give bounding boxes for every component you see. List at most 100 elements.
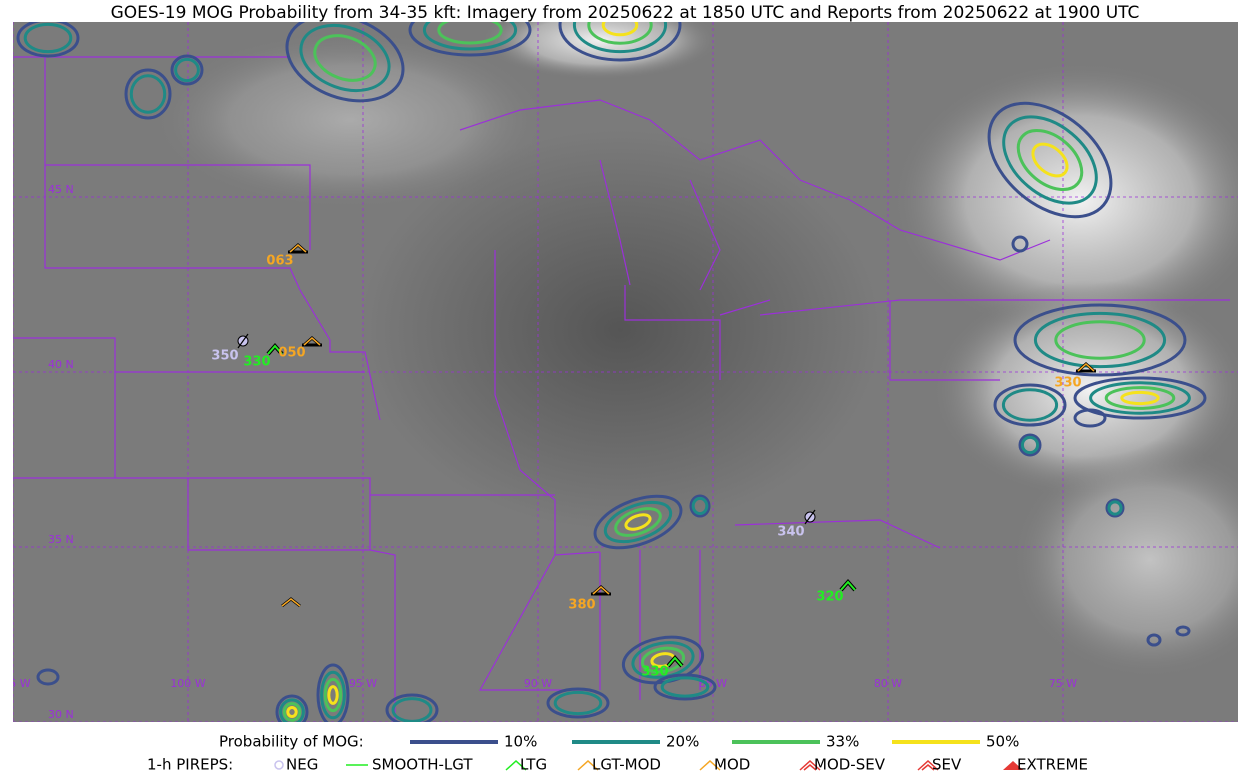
contour — [1146, 633, 1162, 647]
dry-area — [360, 130, 880, 530]
lon-label: 95 W — [349, 677, 377, 690]
pirep-icon — [237, 333, 249, 349]
legend-label: LTG — [520, 756, 547, 774]
cloud — [890, 60, 1238, 340]
contour — [385, 693, 439, 722]
lon-label: 100 W — [170, 677, 205, 690]
contour — [1105, 498, 1125, 518]
contour — [587, 22, 653, 45]
contour — [993, 383, 1067, 427]
pirep-icon — [840, 580, 856, 591]
legend-icon — [577, 759, 599, 771]
legend-icon — [505, 759, 527, 771]
contour — [170, 54, 204, 86]
contour — [16, 22, 80, 58]
borders — [13, 56, 1230, 722]
legend-label: MOD — [714, 756, 750, 774]
legend-label: 33% — [826, 733, 859, 751]
legend-label: 20% — [666, 733, 699, 751]
pirep-icon — [1077, 363, 1095, 372]
contour — [36, 668, 60, 686]
contour — [1011, 235, 1029, 253]
pirep-icon — [804, 509, 816, 525]
contour — [1018, 433, 1042, 457]
contour — [1120, 390, 1160, 406]
pirep-label: 320 — [816, 590, 843, 605]
contour — [691, 496, 709, 516]
pirep-icon — [267, 344, 283, 355]
lat-label: 30 N — [48, 708, 74, 721]
pirep-icon — [303, 337, 321, 346]
cloud — [1010, 440, 1238, 680]
contour — [1031, 142, 1069, 178]
contour — [987, 101, 1113, 219]
contour — [282, 702, 302, 722]
pirep-label: 330 — [243, 355, 270, 370]
pirep-label: 330 — [1054, 376, 1081, 391]
legend-label: SMOOTH-LGT — [372, 756, 473, 774]
pirep-icon — [281, 598, 301, 607]
pirep-icon — [667, 656, 683, 667]
contour — [1073, 408, 1107, 428]
legend-label: 50% — [986, 733, 1019, 751]
contour — [275, 694, 309, 722]
contour — [593, 494, 683, 550]
pirep-label: 380 — [568, 598, 595, 613]
contour — [285, 22, 405, 103]
legend: Probability of MOG: 1-h PIREPS: 10% 20% 33… — [147, 733, 1088, 774]
contour — [1107, 500, 1123, 516]
contour — [279, 698, 305, 722]
contour — [437, 22, 503, 45]
contour — [422, 22, 518, 51]
contour — [614, 507, 662, 537]
contour — [603, 500, 673, 544]
legend-label: MOD-SEV — [814, 756, 886, 774]
pirep-label: 340 — [777, 525, 804, 540]
contour — [1033, 311, 1167, 369]
contour — [553, 690, 603, 716]
contour — [1175, 625, 1191, 637]
contour — [572, 22, 668, 54]
contour — [124, 68, 172, 120]
contour — [1016, 129, 1084, 191]
contour — [640, 646, 686, 674]
lon-label: 75 W — [1049, 677, 1077, 690]
lat-label: 35 N — [48, 533, 74, 546]
legend-icon — [1003, 761, 1023, 770]
contour — [23, 22, 73, 54]
pirep-icon — [592, 586, 610, 595]
legend-label: EXTREME — [1017, 756, 1088, 774]
contour — [320, 670, 346, 720]
contour — [653, 673, 717, 701]
legend-icon — [917, 759, 939, 771]
contour — [174, 57, 200, 83]
legend-label: LGT-MOD — [592, 756, 661, 774]
legend-title: 1-h PIREPS: — [147, 756, 233, 774]
pirep-label: 050 — [278, 346, 305, 361]
contour — [1020, 435, 1040, 455]
lon-label: 90 W — [524, 677, 552, 690]
contour — [408, 22, 532, 57]
contour — [391, 697, 433, 722]
contour — [1001, 388, 1059, 422]
lon-label: 80 W — [874, 677, 902, 690]
contour — [1089, 381, 1191, 415]
contour — [1073, 376, 1207, 420]
legend-icon — [274, 760, 284, 770]
contour — [1054, 320, 1146, 360]
contour — [1013, 303, 1187, 377]
lat-label: 45 N — [48, 183, 74, 196]
contour — [1104, 386, 1176, 410]
lon-label: 105 W — [0, 677, 31, 690]
pirep-label: 330 — [641, 665, 668, 680]
contour — [601, 22, 639, 37]
contour — [327, 685, 339, 705]
contour — [1002, 115, 1098, 205]
contour — [323, 677, 343, 713]
legend-label: NEG — [286, 756, 318, 774]
contour — [286, 706, 298, 718]
contour — [299, 23, 391, 93]
lat-label: 40 N — [48, 358, 74, 371]
